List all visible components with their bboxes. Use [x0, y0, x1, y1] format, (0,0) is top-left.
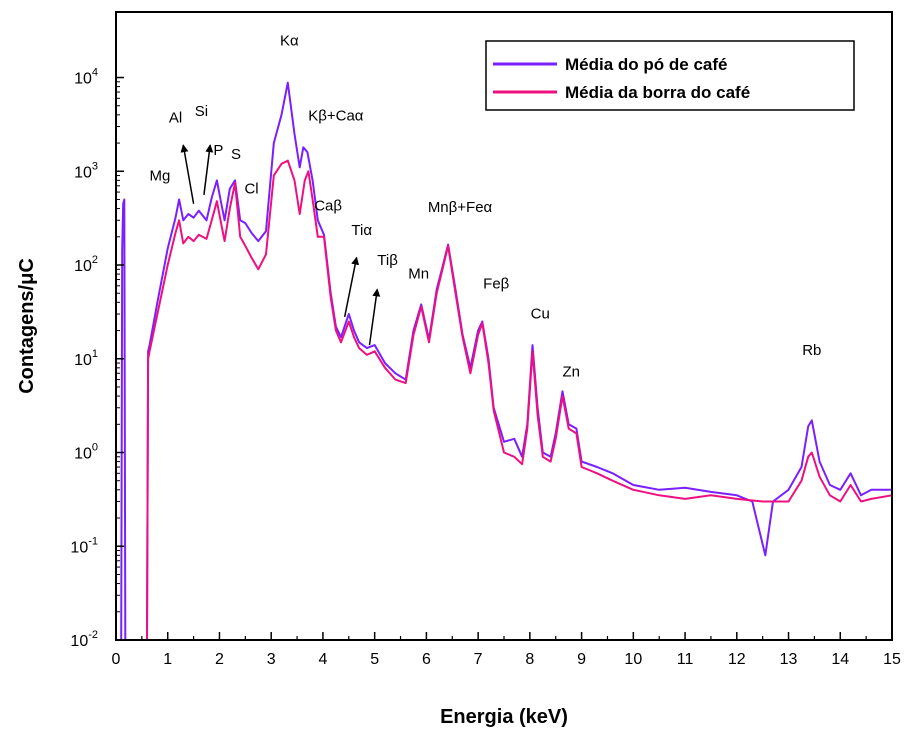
y-tick-exponent: -2	[88, 629, 98, 641]
y-tick-exponent: 3	[92, 160, 98, 172]
ti-alpha-arrow	[343, 256, 360, 317]
y-tick-label: 104	[74, 67, 98, 88]
x-tick-label: 15	[883, 651, 901, 668]
peak-label: Feβ	[483, 276, 510, 293]
x-tick-label: 8	[525, 651, 534, 668]
x-tick-label: 14	[831, 651, 849, 668]
x-axis-title: Energia (keV)	[440, 706, 568, 728]
y-tick-exponent: 2	[92, 254, 98, 266]
y-tick-label: 100	[74, 442, 98, 463]
peak-label: Al	[169, 110, 182, 127]
series-line-2	[121, 159, 892, 640]
y-tick-exponent: 0	[92, 442, 98, 454]
peak-label: Si	[195, 103, 208, 120]
peak-label: Cl	[244, 180, 258, 197]
y-tick-label: 102	[74, 254, 98, 275]
peak-annotations: Mg Al Si P SCl Kα Kβ+Caα Caβ Tiα Tiβ Mn Mnβ+Feα Feβ C…	[150, 32, 822, 380]
peak-label: Mg	[150, 167, 171, 184]
peak-label: S	[231, 146, 241, 163]
legend-label-po: Média do pó de café	[565, 55, 727, 74]
y-tick-exponent: 4	[92, 67, 98, 79]
y-tick-exponent: -1	[88, 535, 98, 547]
x-tick-label: 6	[422, 651, 431, 668]
series-layer	[120, 81, 892, 640]
x-tick-label: 10	[624, 651, 642, 668]
y-tick-label: 101	[74, 348, 98, 369]
legend: Média do pó de café Média da borra do ca…	[485, 40, 855, 111]
peak-label: P	[213, 142, 223, 159]
x-tick-label: 9	[577, 651, 586, 668]
series-line-1	[120, 81, 892, 640]
x-axis: 0 1 2 3 4 5 6 7 8 9 10 11 12 13 14 15	[112, 632, 901, 668]
y-tick-label: 10-2	[70, 629, 98, 650]
y-tick-label: 103	[74, 160, 98, 181]
legend-label-borra: Média da borra do café	[565, 83, 750, 102]
peak-label: Kβ+Caα	[308, 107, 364, 124]
x-tick-label: 2	[215, 651, 224, 668]
x-tick-label: 12	[728, 651, 746, 668]
peak-label: Kα	[280, 32, 299, 49]
x-tick-label: 3	[267, 651, 276, 668]
peak-label: Mnβ+Feα	[428, 199, 493, 216]
peak-label: Zn	[562, 363, 580, 380]
peak-label: Caβ	[314, 198, 342, 215]
peak-label: Mn	[408, 265, 429, 282]
peak-label: Tiβ	[377, 252, 398, 269]
x-tick-label: 7	[474, 651, 483, 668]
x-tick-label: 0	[112, 651, 121, 668]
y-tick-label: 10-1	[70, 535, 98, 556]
y-axis-title: Contagens/μC	[16, 258, 38, 394]
ti-beta-arrow	[368, 288, 381, 346]
x-tick-label: 1	[163, 651, 172, 668]
y-tick-exponent: 1	[92, 348, 98, 360]
al-arrow	[180, 144, 195, 204]
peak-label: Rb	[802, 342, 821, 359]
x-tick-label: 5	[370, 651, 379, 668]
si-arrow	[203, 144, 214, 195]
legend-box	[485, 40, 855, 111]
x-tick-label: 4	[318, 651, 327, 668]
x-tick-label: 13	[780, 651, 798, 668]
peak-label: Cu	[531, 305, 550, 322]
peak-label: Tiα	[351, 222, 372, 239]
x-tick-label: 11	[677, 651, 694, 668]
